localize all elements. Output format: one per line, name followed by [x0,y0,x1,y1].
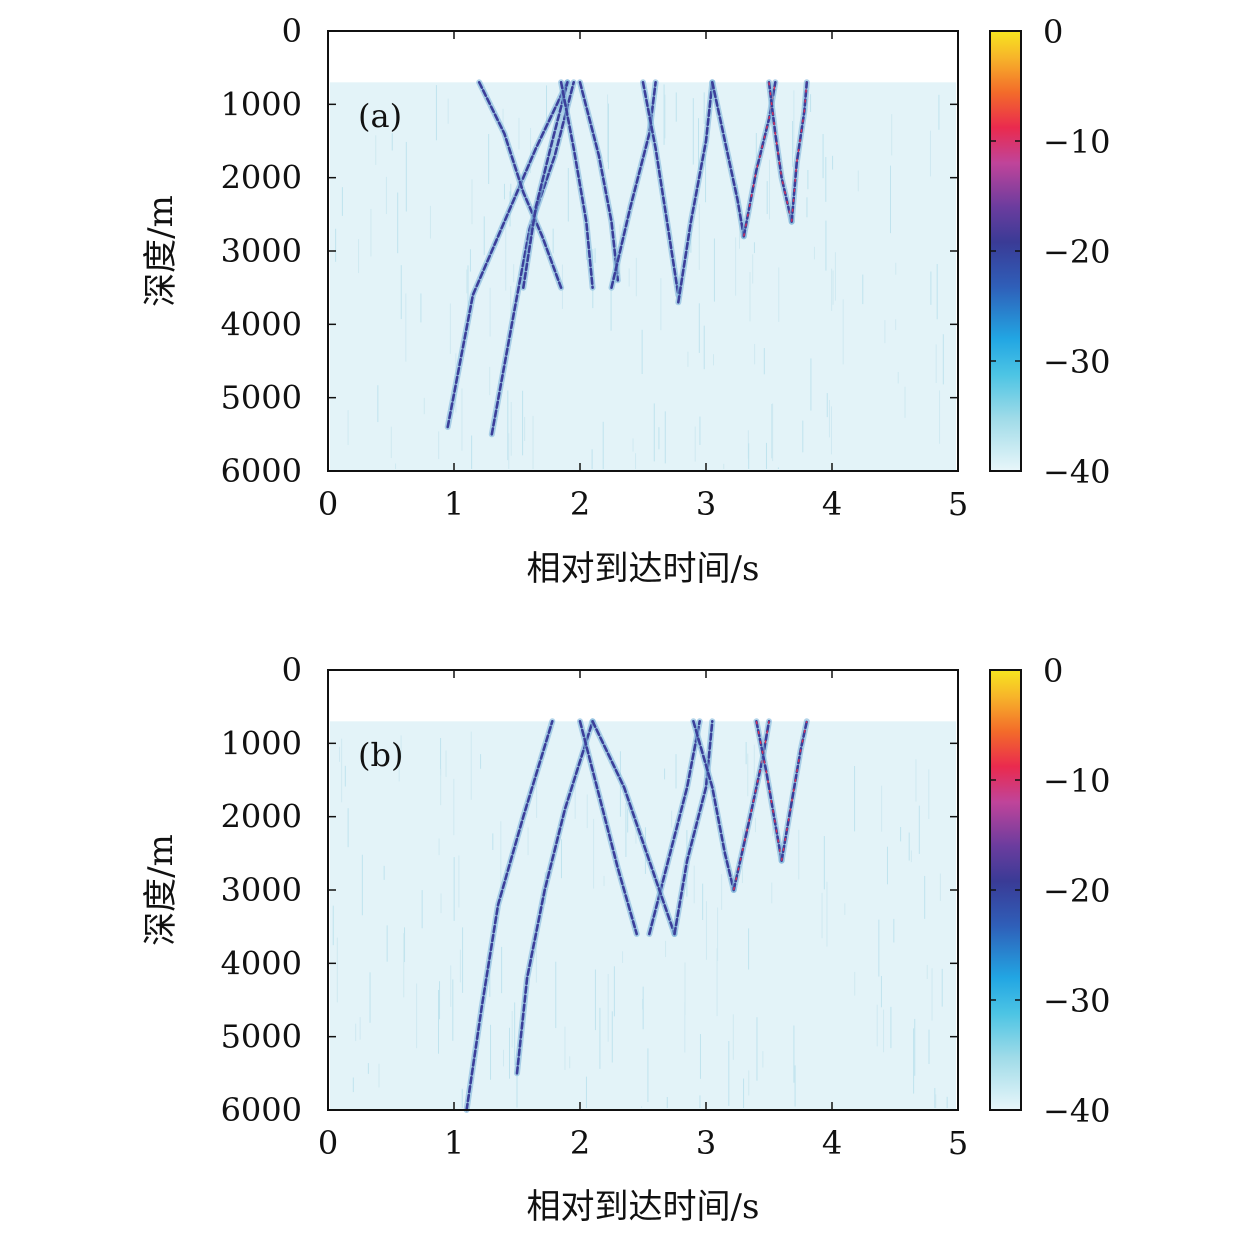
x-tick-label: 5 [948,485,968,523]
colorbar-tick-label: 0 [1043,652,1063,690]
arrival-trace [673,719,714,936]
y-axis: 0 1000 2000 3000 4000 5000 6000 [221,651,958,1129]
panel-label: (a) [358,97,402,135]
chart-panel-b: 0 1 2 3 4 5 0 1000 2000 3000 4000 5000 6000 相对到达时间/s 深… [141,651,1111,1227]
x-axis: 0 1 2 3 4 5 [318,31,968,523]
heatmap-noise [335,84,944,469]
colorbar-tick-label: −30 [1043,343,1111,381]
x-tick-label: 3 [696,1124,716,1162]
arrival-trace [610,81,657,290]
x-tick-label: 3 [696,485,716,523]
y-tick-label: 4000 [221,944,302,982]
y-axis: 0 1000 2000 3000 4000 5000 6000 [221,12,958,490]
colorbar-tick-label: −20 [1043,233,1111,271]
y-tick-label: 5000 [221,1018,302,1056]
arrival-trace [780,719,809,863]
x-tick-label: 0 [318,1124,338,1162]
y-tick-label: 3000 [221,232,302,270]
x-tick-label: 4 [822,1124,842,1162]
arrival-traces [444,79,810,438]
arrival-trace [465,719,554,1112]
heatmap-noise [332,731,948,1108]
y-axis-label: 深度/m [141,834,181,946]
arrival-trace [767,81,794,223]
heatmap-background [330,721,956,1109]
arrival-trace [578,719,639,936]
y-tick-label: 6000 [221,1091,302,1129]
colorbar-tick-label: 0 [1043,13,1063,51]
x-tick-label: 4 [822,485,842,523]
arrival-trace [521,81,569,290]
y-tick-label: 6000 [221,452,302,490]
arrival-trace [732,719,771,892]
y-tick-label: 0 [282,12,302,50]
x-axis-label: 相对到达时间/s [527,549,760,589]
x-tick-label: 0 [318,485,338,523]
x-axis: 0 1 2 3 4 5 [318,670,968,1162]
arrival-trace [591,719,676,936]
x-axis-label: 相对到达时间/s [527,1187,760,1227]
colorbar-tick-label: −10 [1043,123,1111,161]
y-tick-label: 1000 [221,85,302,123]
arrival-trace [692,719,736,892]
y-tick-label: 2000 [221,798,302,836]
y-tick-label: 1000 [221,724,302,762]
colorbar-tick-label: −20 [1043,872,1111,910]
colorbar-tick-label: −10 [1043,762,1111,800]
arrival-trace [755,719,783,863]
arrival-trace [578,81,620,282]
arrival-trace [477,81,563,290]
x-tick-label: 1 [444,1124,464,1162]
arrival-trace [641,81,680,297]
x-tick-label: 1 [444,485,464,523]
y-tick-label: 3000 [221,871,302,909]
colorbar-tick-label: −30 [1043,982,1111,1020]
arrival-trace [710,81,746,238]
panel-label: (b) [358,736,403,774]
arrival-trace [446,81,569,429]
arrival-trace [790,81,809,223]
x-tick-label: 2 [570,485,590,523]
x-tick-label: 5 [948,1124,968,1162]
colorbar: 0 −10 −20 −30 −40 [989,652,1111,1130]
arrival-trace [559,81,594,290]
arrival-trace [515,719,594,1075]
y-axis-label: 深度/m [141,195,181,307]
y-tick-label: 4000 [221,305,302,343]
arrival-traces [463,718,810,1113]
y-tick-label: 5000 [221,379,302,417]
y-tick-label: 0 [282,651,302,689]
y-tick-label: 2000 [221,159,302,197]
x-tick-label: 2 [570,1124,590,1162]
colorbar-tick-label: −40 [1043,453,1111,491]
colorbar-tick-label: −40 [1043,1092,1111,1130]
chart-panel-a: 0 1 2 3 4 5 0 1000 2000 3000 4000 5000 6000 相对到达时间/s 深… [141,12,1111,589]
arrival-trace [676,81,714,304]
colorbar: 0 −10 −20 −30 −40 [989,13,1111,491]
